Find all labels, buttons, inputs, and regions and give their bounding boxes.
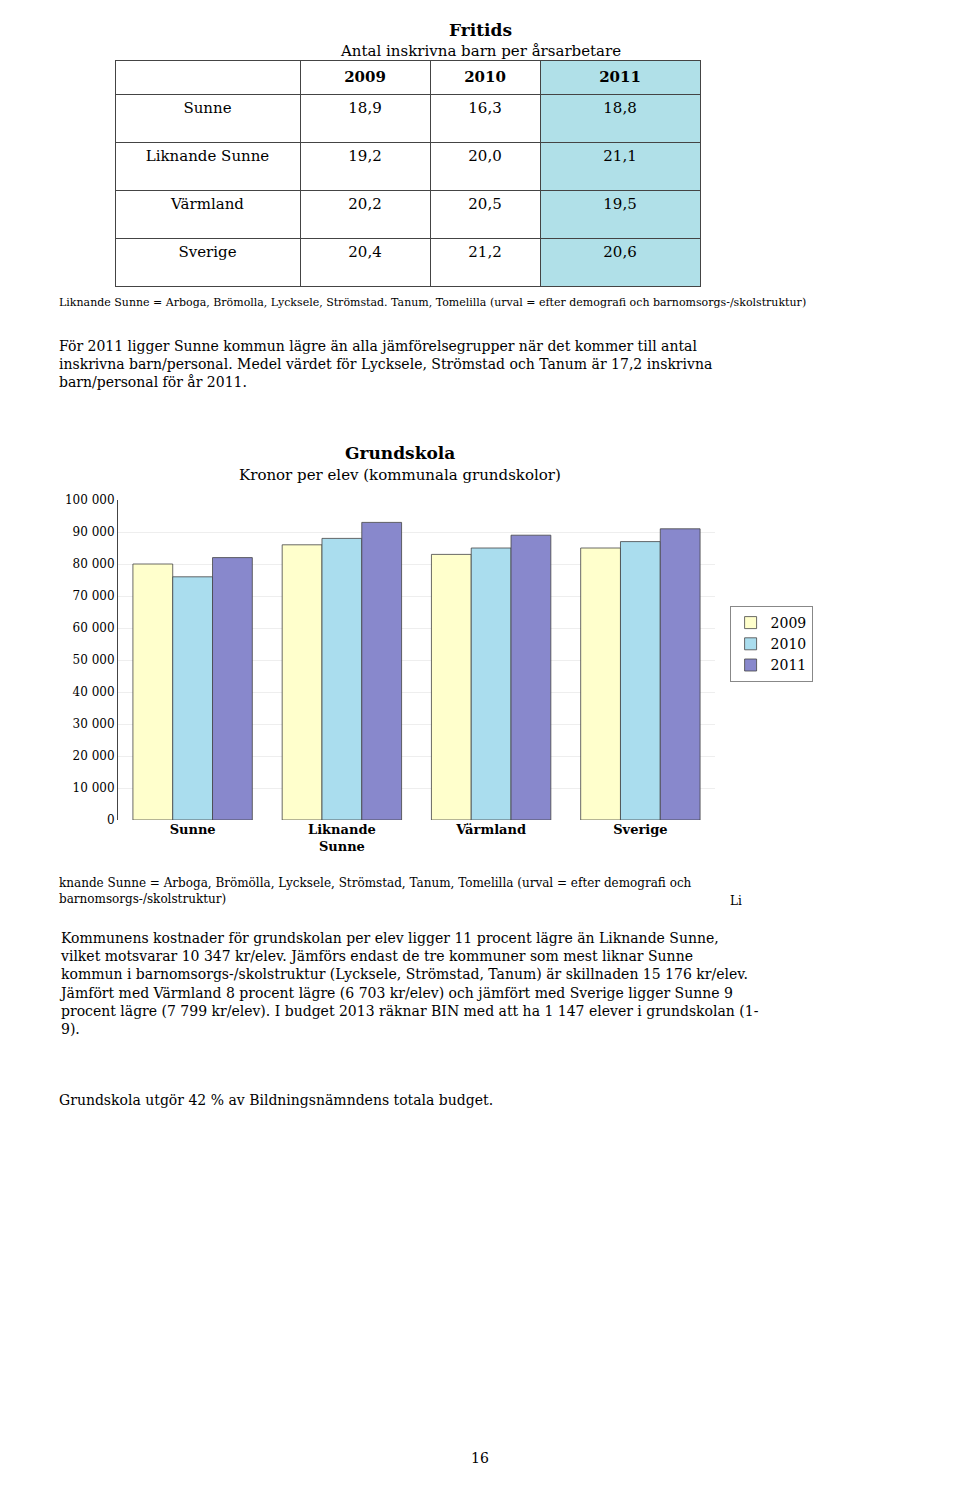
svg-text:19,2: 19,2 xyxy=(348,147,381,165)
svg-text:Värmland: Värmland xyxy=(455,822,526,837)
svg-text:Fritids: Fritids xyxy=(449,20,512,40)
svg-text:50 000: 50 000 xyxy=(73,653,115,667)
svg-text:Liknande Sunne: Liknande Sunne xyxy=(146,147,270,165)
svg-text:100 000: 100 000 xyxy=(65,493,115,507)
svg-text:70 000: 70 000 xyxy=(73,589,115,603)
svg-text:20 000: 20 000 xyxy=(73,749,115,763)
svg-text:16: 16 xyxy=(471,1450,489,1466)
svg-text:19,5: 19,5 xyxy=(603,195,636,213)
svg-text:40 000: 40 000 xyxy=(73,685,115,699)
svg-text:90 000: 90 000 xyxy=(73,525,115,539)
svg-text:Antal inskrivna barn per årsar: Antal inskrivna barn per årsarbetare xyxy=(340,42,621,60)
svg-text:20,6: 20,6 xyxy=(603,243,636,261)
svg-text:18,8: 18,8 xyxy=(603,99,636,117)
svg-text:knande Sunne = Arboga, Brömöll: knande Sunne = Arboga, Brömölla, Lycksel… xyxy=(59,876,692,906)
svg-text:20,2: 20,2 xyxy=(348,195,381,213)
svg-text:20,5: 20,5 xyxy=(468,195,501,213)
svg-text:Värmland: Värmland xyxy=(170,195,244,213)
svg-text:Sverige: Sverige xyxy=(178,243,236,261)
svg-text:Grundskola utgör 42 % av Bildn: Grundskola utgör 42 % av Bildningsnämnde… xyxy=(59,1092,493,1108)
svg-text:2011: 2011 xyxy=(771,657,807,673)
svg-text:16,3: 16,3 xyxy=(468,99,501,117)
svg-text:2010: 2010 xyxy=(464,68,506,86)
svg-text:18,9: 18,9 xyxy=(348,99,381,117)
svg-text:Kronor per elev (kommunala gru: Kronor per elev (kommunala grundskolor) xyxy=(239,466,561,484)
svg-text:21,2: 21,2 xyxy=(468,243,501,261)
svg-text:30 000: 30 000 xyxy=(73,717,115,731)
svg-text:Sunne: Sunne xyxy=(183,99,231,117)
svg-text:För 2011 ligger Sunne kommun l: För 2011 ligger Sunne kommun lägre än al… xyxy=(59,338,712,390)
svg-text:Li: Li xyxy=(730,894,742,908)
svg-text:21,1: 21,1 xyxy=(603,147,636,165)
svg-text:Sunne: Sunne xyxy=(170,822,216,837)
svg-text:Liknande Sunne = Arboga, Brömo: Liknande Sunne = Arboga, Brömolla, Lycks… xyxy=(59,296,806,309)
svg-text:0: 0 xyxy=(107,813,115,827)
svg-text:LiknandeSunne: LiknandeSunne xyxy=(308,822,376,854)
svg-text:2009: 2009 xyxy=(344,68,386,86)
svg-text:60 000: 60 000 xyxy=(73,621,115,635)
svg-text:Sverige: Sverige xyxy=(613,822,667,837)
svg-text:20,0: 20,0 xyxy=(468,147,501,165)
svg-text:20,4: 20,4 xyxy=(348,243,381,261)
svg-text:Grundskola: Grundskola xyxy=(345,443,455,463)
svg-text:2011: 2011 xyxy=(599,68,641,86)
svg-text:2010: 2010 xyxy=(771,636,807,652)
svg-text:Kommunens kostnader för grunds: Kommunens kostnader för grundskolan per … xyxy=(59,930,759,1037)
svg-text:2009: 2009 xyxy=(771,615,807,631)
svg-text:10 000: 10 000 xyxy=(73,781,115,795)
svg-text:80 000: 80 000 xyxy=(73,557,115,571)
